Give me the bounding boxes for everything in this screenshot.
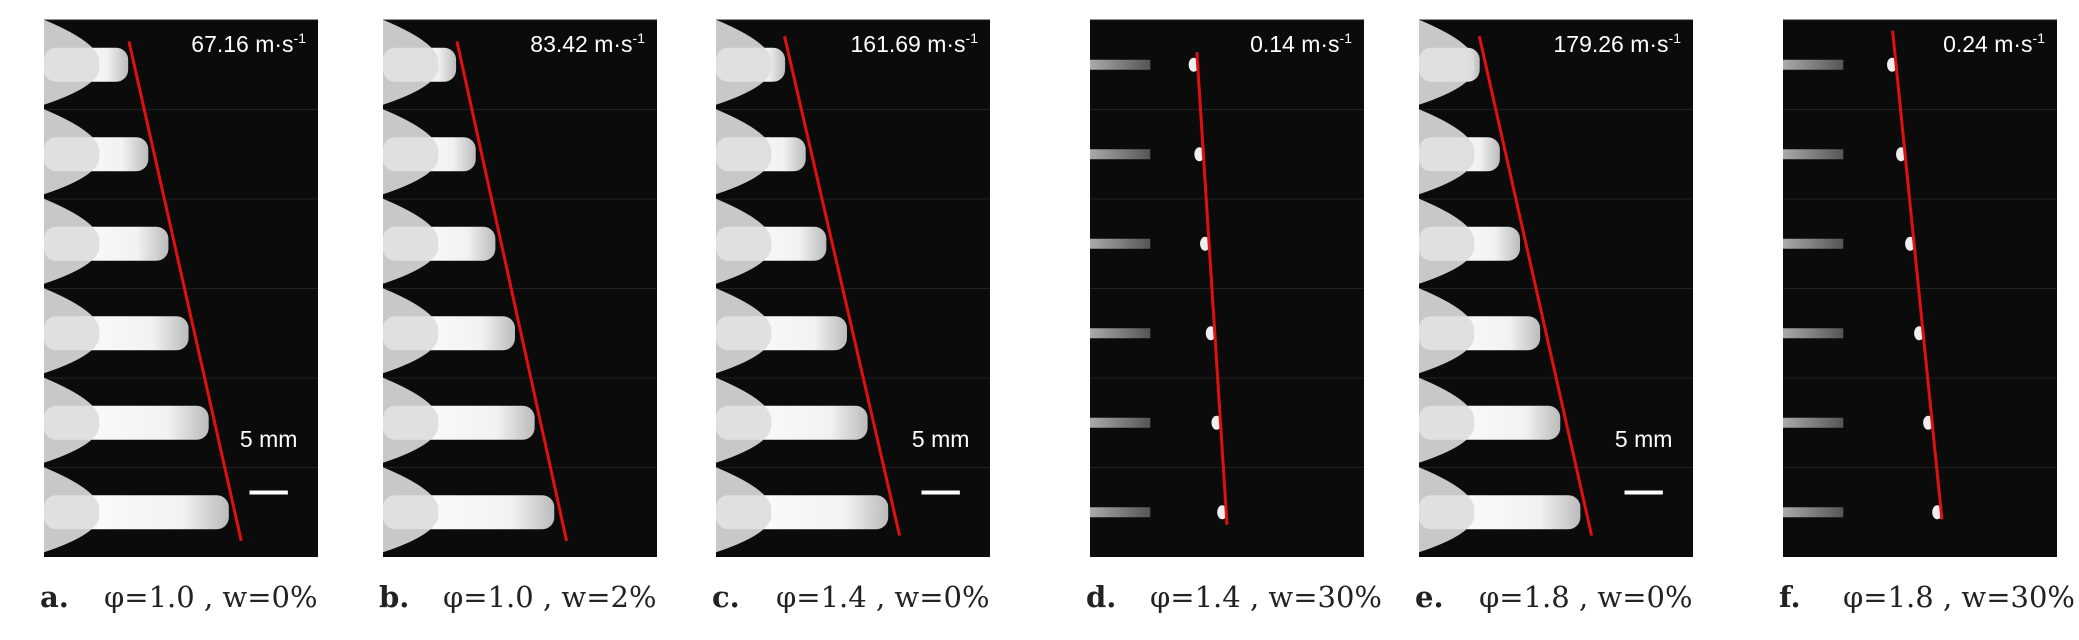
nozzle-glow <box>1419 19 1475 105</box>
nozzle-glow <box>1419 467 1475 553</box>
panel: 83.42 m·s-1 b. φ=1.0 , w=2% <box>379 19 657 614</box>
flame-front-line <box>127 41 243 542</box>
panel-caption: φ=1.4 , w=30% <box>1150 580 1382 614</box>
panel-caption: φ=1.8 , w=0% <box>1479 580 1693 614</box>
nozzle-glow <box>44 19 100 105</box>
speed-value: 179.26 m·s <box>1553 31 1668 57</box>
flame-front-line <box>783 35 902 536</box>
panel-caption: φ=1.0 , w=2% <box>443 580 657 614</box>
panel-caption: φ=1.0 , w=0% <box>104 580 318 614</box>
flame-front-line <box>1195 52 1229 525</box>
jet <box>1090 149 1151 160</box>
jet <box>1090 507 1151 518</box>
panel: 179.26 m·s-1 5 mm e. φ=1.8 , w=0% <box>1415 19 1693 614</box>
panel: 0.24 m·s-1 f. φ=1.8 , w=30% <box>1779 19 2075 614</box>
jet <box>1783 507 1844 518</box>
flame-front-line <box>455 41 569 542</box>
speed-label: 161.69 m·s-1 <box>850 30 978 57</box>
scale-label: 5 mm <box>912 426 970 452</box>
jet <box>1783 238 1844 249</box>
nozzle-glow <box>44 467 100 553</box>
nozzle-glow <box>383 19 439 105</box>
panel: 0.14 m·s-1 d. φ=1.4 , w=30% <box>1086 19 1382 614</box>
nozzle-glow <box>1419 288 1475 374</box>
nozzle-glow <box>716 19 772 105</box>
jet <box>1090 238 1151 249</box>
speed-exponent: -1 <box>2033 30 2046 46</box>
panel: 161.69 m·s-1 5 mm c. φ=1.4 , w=0% <box>712 19 990 614</box>
panel-label: f. <box>1779 580 1801 614</box>
nozzle-glow <box>383 109 439 195</box>
nozzle-glow <box>716 377 772 463</box>
speed-label: 83.42 m·s-1 <box>530 30 645 57</box>
jet <box>1783 417 1844 428</box>
scale-label: 5 mm <box>240 426 298 452</box>
flame-front-line <box>1477 35 1594 536</box>
nozzle-glow <box>716 467 772 553</box>
nozzle-glow <box>44 198 100 284</box>
nozzle-glow <box>383 288 439 374</box>
panel-label: b. <box>379 580 409 614</box>
panel-label: c. <box>712 580 740 614</box>
nozzle-glow <box>716 198 772 284</box>
nozzle-glow <box>716 288 772 374</box>
jet <box>1783 149 1844 160</box>
speed-label: 0.14 m·s-1 <box>1250 30 1352 57</box>
speed-exponent: -1 <box>966 30 979 46</box>
panel: 67.16 m·s-1 5 mm a. φ=1.0 , w=0% <box>40 19 318 614</box>
jet <box>1783 328 1844 339</box>
nozzle-glow <box>1419 109 1475 195</box>
speed-value: 161.69 m·s <box>850 31 965 57</box>
nozzle-glow <box>1419 377 1475 463</box>
speed-value: 0.24 m·s <box>1943 31 2032 57</box>
speed-exponent: -1 <box>1669 30 1682 46</box>
panel-label: e. <box>1415 580 1444 614</box>
nozzle-glow <box>383 198 439 284</box>
speed-label: 0.24 m·s-1 <box>1943 30 2045 57</box>
nozzle-glow <box>383 467 439 553</box>
jet <box>1090 417 1151 428</box>
speed-exponent: -1 <box>1340 30 1353 46</box>
scale-label: 5 mm <box>1615 426 1673 452</box>
nozzle-glow <box>383 377 439 463</box>
speed-value: 67.16 m·s <box>191 31 293 57</box>
speed-label: 179.26 m·s-1 <box>1553 30 1681 57</box>
panel-label: a. <box>40 580 69 614</box>
panel-caption: φ=1.4 , w=0% <box>776 580 990 614</box>
speed-exponent: -1 <box>633 30 646 46</box>
speed-value: 0.14 m·s <box>1250 31 1339 57</box>
speed-label: 67.16 m·s-1 <box>191 30 306 57</box>
flame-front-line <box>1891 30 1944 520</box>
panel-label: d. <box>1086 580 1116 614</box>
nozzle-glow <box>44 377 100 463</box>
jet <box>1783 59 1844 70</box>
nozzle-glow <box>716 109 772 195</box>
jet <box>1090 59 1151 70</box>
nozzle-glow <box>44 288 100 374</box>
speed-exponent: -1 <box>294 30 307 46</box>
speed-value: 83.42 m·s <box>530 31 632 57</box>
jet <box>1090 328 1151 339</box>
nozzle-glow <box>1419 198 1475 284</box>
nozzle-glow <box>44 109 100 195</box>
panel-caption: φ=1.8 , w=30% <box>1843 580 2075 614</box>
